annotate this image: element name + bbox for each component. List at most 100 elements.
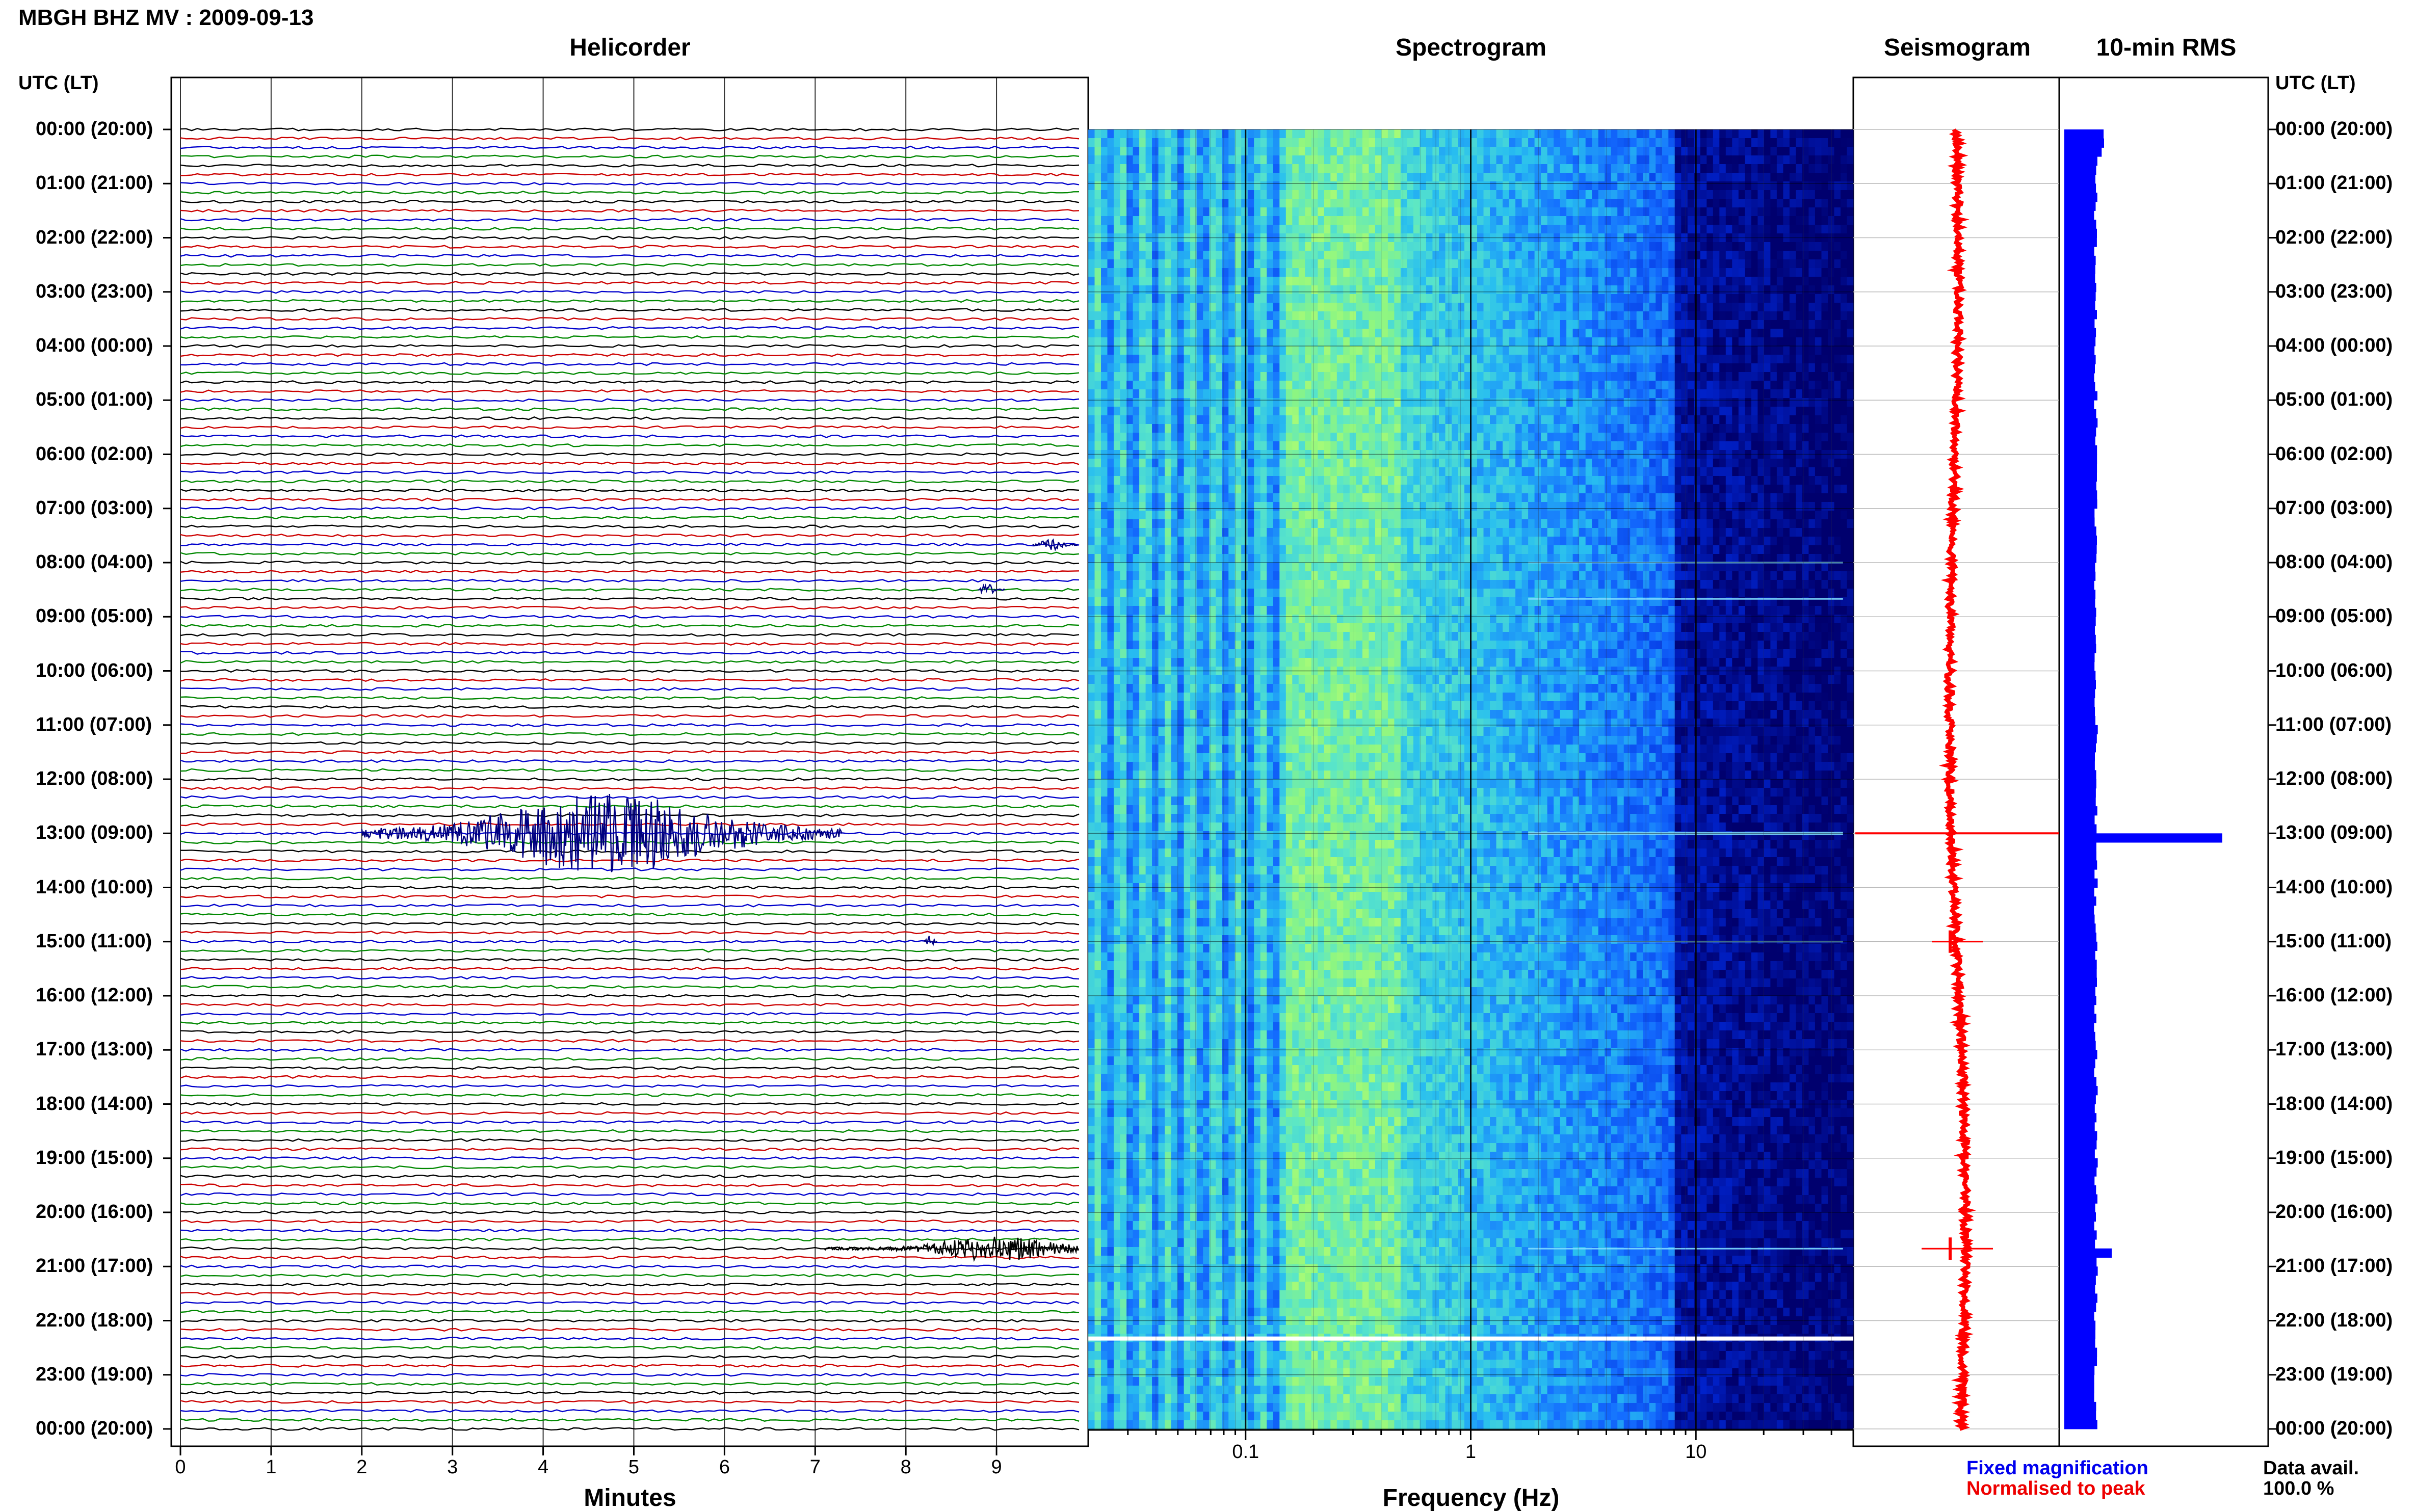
spectrogram-cell: [1260, 857, 1267, 866]
spectrogram-cell: [1159, 1117, 1165, 1126]
spectrogram-cell: [1273, 1290, 1280, 1299]
spectrogram-cell: [1152, 632, 1159, 641]
spectrogram-cell: [1279, 467, 1286, 476]
spectrogram-cell: [1267, 710, 1273, 719]
spectrogram-cell: [1254, 303, 1260, 312]
spectrogram-cell: [1088, 1082, 1095, 1092]
spectrogram-cell: [1286, 580, 1293, 589]
spectrogram-cell: [1286, 684, 1293, 693]
spectrogram-cell: [1292, 1221, 1299, 1230]
spectrogram-cell: [1171, 363, 1178, 373]
spectrogram-cell: [1292, 467, 1299, 476]
spectrogram-cell: [1216, 1004, 1222, 1014]
spectrogram-cell: [1165, 1056, 1171, 1066]
spectrogram-cell: [1273, 1039, 1280, 1048]
spectrogram-cell: [1146, 1264, 1152, 1274]
spectrogram-cell: [1177, 242, 1184, 251]
spectrogram-cell: [1133, 303, 1140, 312]
spectrogram-cell: [1159, 641, 1165, 650]
spectrogram-cell: [1228, 900, 1235, 910]
spectrogram-cell: [1228, 918, 1235, 927]
spectrogram-cell: [1248, 294, 1254, 303]
spectrogram-cell: [1088, 320, 1095, 329]
spectrogram-cell: [1228, 1221, 1235, 1230]
spectrogram-cell: [1101, 554, 1108, 563]
spectrogram-cell: [1159, 1039, 1165, 1048]
spectrogram-cell: [1254, 1143, 1260, 1152]
spectrogram-cell: [1159, 147, 1165, 156]
spectrogram-cell: [1203, 944, 1210, 953]
spectrogram-cell: [1248, 900, 1254, 910]
spectrogram-cell: [1184, 1013, 1191, 1022]
spectrogram-cell: [1273, 641, 1280, 650]
spectrogram-cell: [1139, 181, 1146, 191]
spectrogram-cell: [1159, 762, 1165, 771]
spectrogram-cell: [1108, 935, 1114, 944]
spectrogram-cell: [1108, 303, 1114, 312]
spectrogram-cell: [1152, 285, 1159, 295]
spectrogram-cell: [1254, 970, 1260, 979]
spectrogram-cell: [1152, 129, 1159, 139]
spectrogram-cell: [1177, 840, 1184, 849]
spectrogram-cell: [1203, 823, 1210, 832]
spectrogram-cell: [1228, 173, 1235, 182]
spectrogram-cell: [1273, 433, 1280, 442]
spectrogram-cell: [1210, 710, 1216, 719]
spectrogram-cell: [1114, 1030, 1120, 1040]
spectrogram-cell: [1210, 892, 1216, 901]
spectrogram-cell: [1235, 1247, 1242, 1256]
spectrogram-cell: [1286, 1394, 1293, 1403]
spectrogram-cell: [1146, 1273, 1152, 1282]
spectrogram-cell: [1165, 1412, 1171, 1421]
spectrogram-cell: [1222, 823, 1229, 832]
spectrogram-cell: [1286, 467, 1293, 476]
spectrogram-cell: [1101, 268, 1108, 277]
spectrogram-cell: [1146, 528, 1152, 537]
spectrogram-cell: [1267, 1221, 1273, 1230]
spectrogram-cell: [1088, 840, 1095, 849]
spectrogram-cell: [1095, 554, 1101, 563]
spectrogram-cell: [1286, 311, 1293, 321]
spectrogram-cell: [1108, 216, 1114, 225]
spectrogram-cell: [1235, 485, 1242, 494]
spectrogram-cell: [1088, 129, 1095, 139]
spectrogram-cell: [1152, 493, 1159, 502]
spectrogram-cell: [1254, 814, 1260, 823]
spectrogram-cell: [1241, 1152, 1248, 1161]
spectrogram-cell: [1114, 840, 1120, 849]
spectrogram-cell: [1254, 346, 1260, 355]
spectrogram-cell: [1260, 1221, 1267, 1230]
spectrogram-cell: [1216, 355, 1222, 364]
spectrogram-cell: [1222, 441, 1229, 450]
spectrogram-cell: [1286, 285, 1293, 295]
spectrogram-cell: [1139, 459, 1146, 468]
spectrogram-cell: [1088, 563, 1095, 572]
spectrogram-cell: [1159, 242, 1165, 251]
spectrogram-cell: [1235, 623, 1242, 632]
spectrogram-cell: [1120, 900, 1127, 910]
spectrogram-cell: [1177, 363, 1184, 373]
spectrogram-cell: [1216, 1308, 1222, 1317]
spectrogram-cell: [1139, 1178, 1146, 1187]
spectrogram-cell: [1260, 554, 1267, 563]
spectrogram-cell: [1171, 996, 1178, 1005]
spectrogram-cell: [1108, 1065, 1114, 1074]
spectrogram-cell: [1286, 476, 1293, 485]
spectrogram-cell: [1120, 840, 1127, 849]
spectrogram-cell: [1126, 251, 1133, 260]
spectrogram-cell: [1286, 1256, 1293, 1265]
spectrogram-cell: [1203, 857, 1210, 866]
spectrogram-cell: [1120, 580, 1127, 589]
spectrogram-cell: [1235, 138, 1242, 147]
spectrogram-cell: [1286, 1282, 1293, 1291]
spectrogram-cell: [1184, 900, 1191, 910]
spectrogram-cell: [1279, 311, 1286, 321]
spectrogram-cell: [1235, 961, 1242, 970]
spectrogram-cell: [1133, 848, 1140, 858]
spectrogram-cell: [1139, 935, 1146, 944]
spectrogram-cell: [1133, 407, 1140, 416]
spectrogram-cell: [1152, 1394, 1159, 1403]
spectrogram-cell: [1120, 823, 1127, 832]
spectrogram-cell: [1120, 701, 1127, 710]
spectrogram-cell: [1101, 571, 1108, 580]
